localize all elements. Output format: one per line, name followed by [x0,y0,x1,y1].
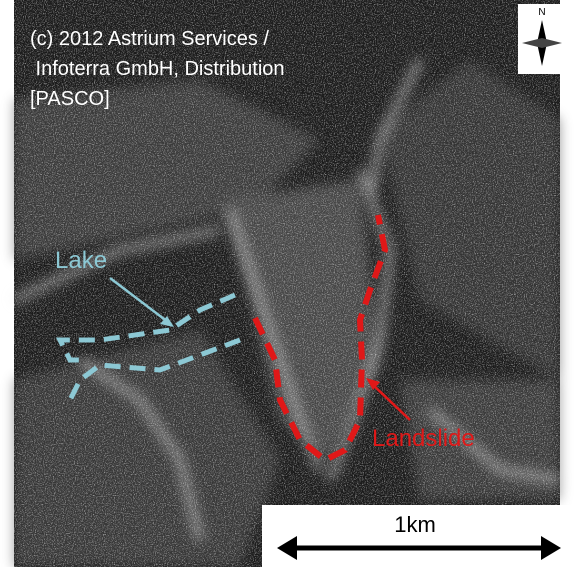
landslide-label: Landslide [372,425,475,452]
speckle [14,0,560,567]
scale-bar: 1km [262,505,574,567]
scale-bar-label: 1km [394,512,436,537]
copyright-line: (c) 2012 Astrium Services / [30,28,269,50]
lake-label: Lake [55,247,107,274]
copyright-line: [PASCO] [30,88,110,110]
copyright-line: Infoterra GmbH, Distribution [30,58,285,80]
compass: N [518,4,566,74]
satellite-image: (c) 2012 Astrium Services / Infoterra Gm… [0,0,574,567]
compass-label: N [538,7,545,18]
